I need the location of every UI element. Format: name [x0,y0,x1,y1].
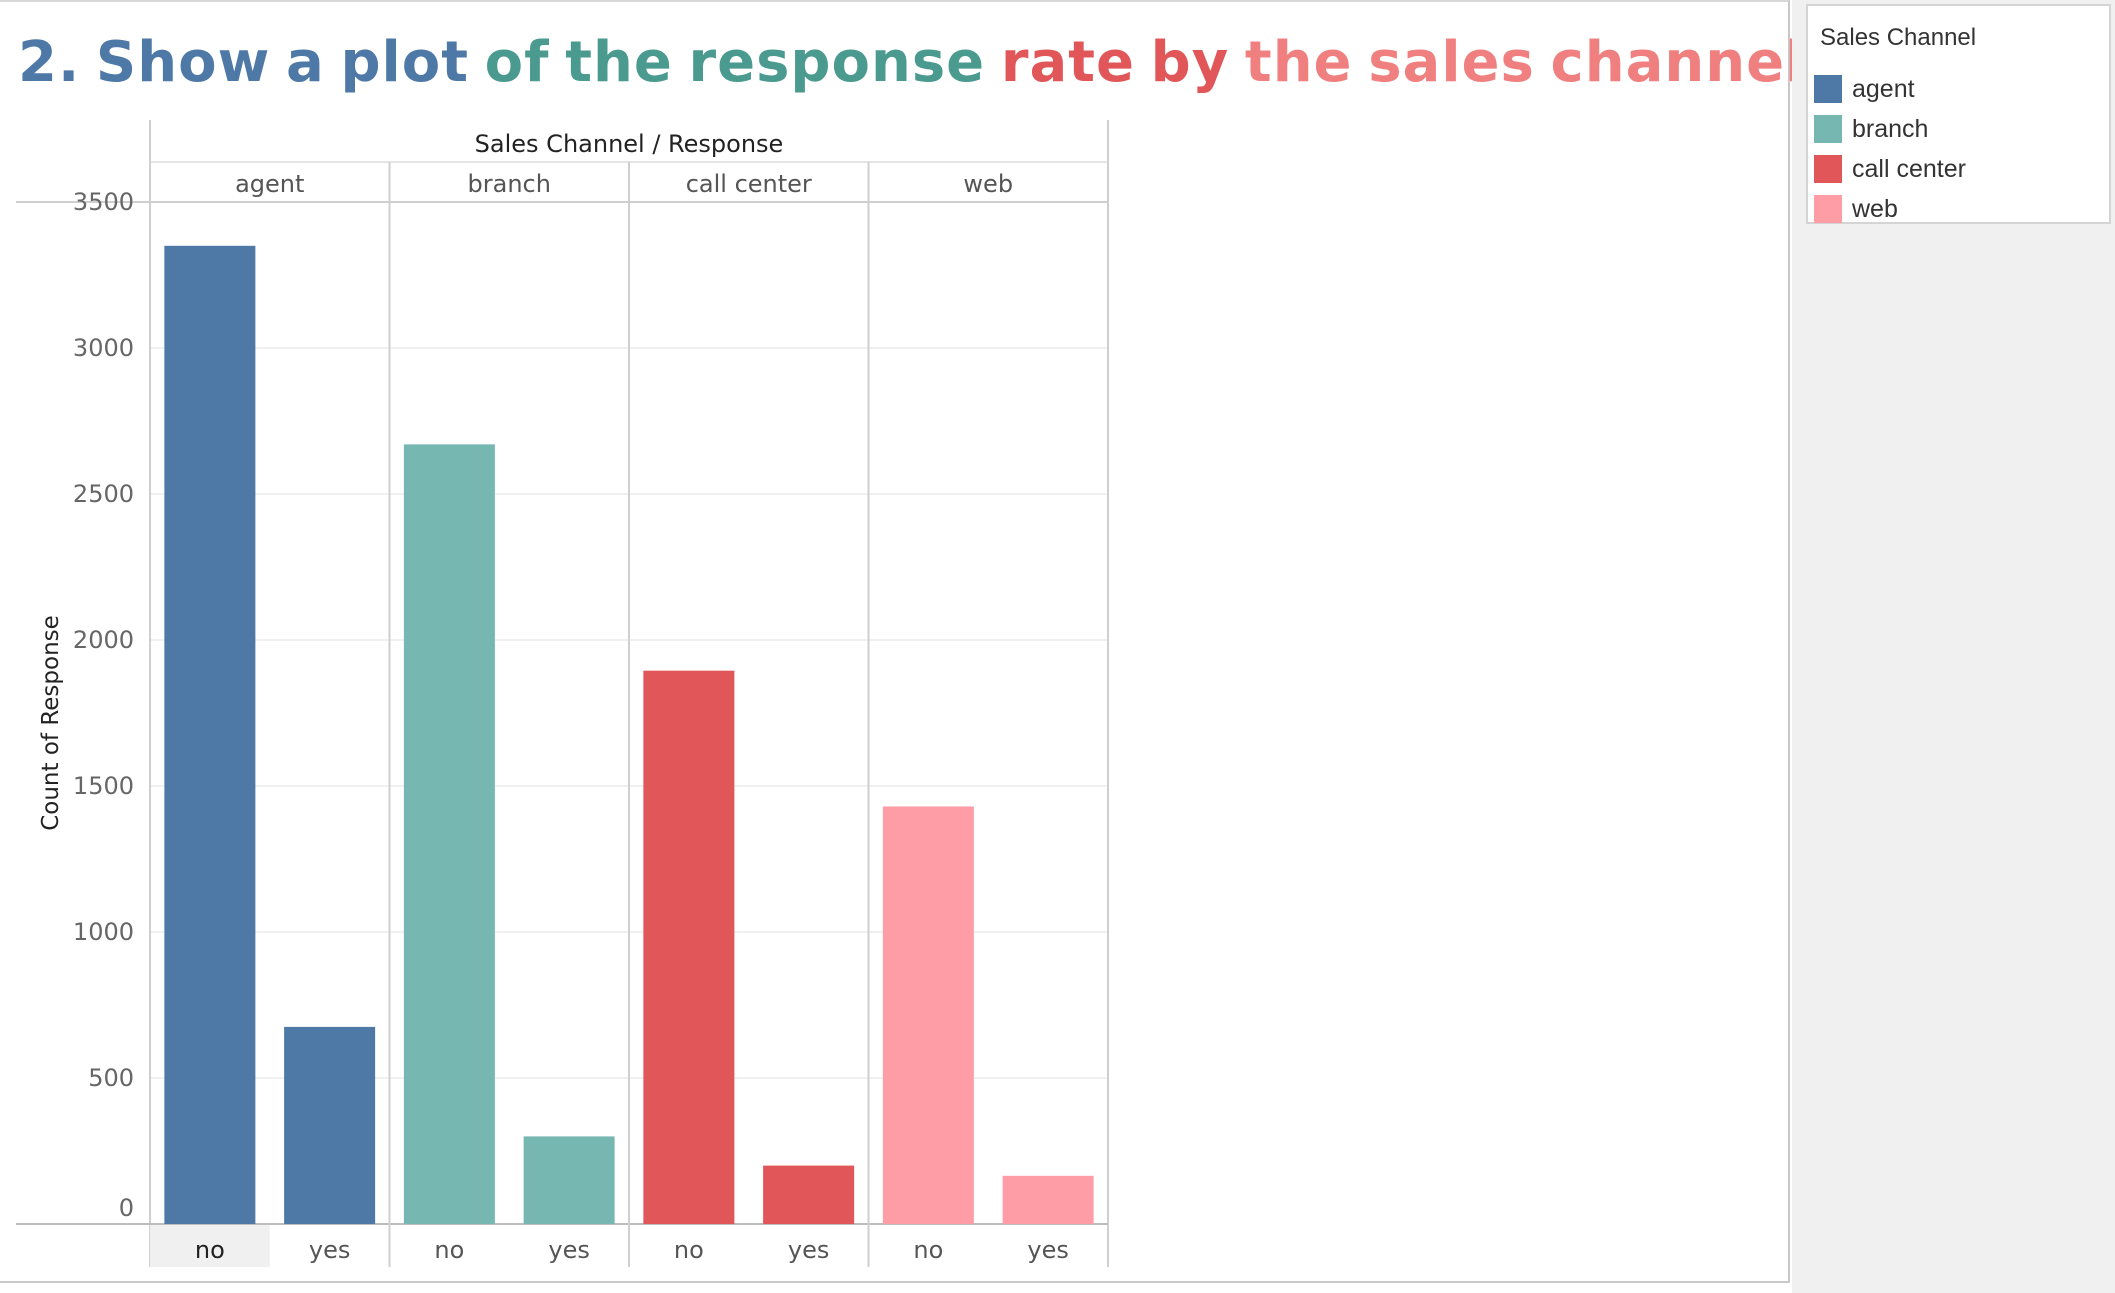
x-tick-label: yes [788,1236,829,1264]
title-word: plot [340,30,469,95]
y-tick-label: 3000 [73,334,134,362]
group-header-branch: branch [468,170,551,198]
legend-swatch [1814,195,1842,223]
legend-item-web[interactable]: web [1814,194,1898,224]
legend-swatch [1814,75,1842,103]
y-tick-label: 1500 [73,772,134,800]
y-tick-label: 0 [119,1194,134,1222]
bar-call-center-no [643,670,735,1224]
x-tick-label: yes [548,1236,589,1264]
bar-branch-no [403,444,495,1224]
title-word: by [1150,30,1230,95]
y-tick-label: 1000 [73,918,134,946]
x-tick-label: no [674,1236,704,1264]
title-word: the [565,30,673,95]
legend-label: agent [1852,74,1915,103]
legend-swatch [1814,115,1842,143]
bar-web-no [882,806,974,1224]
y-tick-label: 3500 [73,188,134,216]
y-axis-label: Count of Response [38,615,64,831]
title-word: rate [1000,30,1135,95]
x-tick-label: yes [309,1236,350,1264]
bar-branch-yes [523,1136,615,1224]
group-header-call-center: call center [686,170,812,198]
x-tick-label: no [434,1236,464,1264]
legend-title: Sales Channel [1820,24,1977,51]
legend-item-agent[interactable]: agent [1814,74,1915,104]
y-tick-label: 2000 [73,626,134,654]
title-word: the [1244,30,1353,95]
column-header: Sales Channel / Response [475,130,784,158]
y-tick-label: 2500 [73,480,134,508]
group-header-web: web [963,170,1013,198]
bar-call-center-yes [763,1165,855,1224]
sales-channel-legend[interactable]: Sales Channel agent branch call center web [1806,4,2111,224]
title-word: Show [95,30,271,95]
tick-highlight [150,1225,270,1267]
legend-item-call-center[interactable]: call center [1814,154,1966,184]
legend-label: branch [1852,114,1929,143]
title-word: channel. [1550,30,1828,95]
sheet-title: 2. Show a plot of the response rate by the sales ch… [18,30,1843,95]
title-word: response [688,30,986,95]
x-tick-label: yes [1027,1236,1068,1264]
x-tick-label: no [195,1236,225,1264]
title-word: of [484,30,550,95]
title-word: 2. [18,30,81,95]
legend-label: web [1852,194,1898,223]
response-bar-chart: Sales Channel / Response Count of Respons… [16,120,1109,1267]
group-header-agent: agent [235,170,304,198]
dashboard-sheet: 2. Show a plot of the response rate by the sales ch… [0,0,1827,1283]
title-word: sales [1368,30,1535,95]
title-word: a [286,30,325,95]
legend-item-branch[interactable]: branch [1814,114,1928,144]
y-tick-label: 500 [88,1064,134,1092]
bar-agent-no [164,245,256,1225]
legend-swatch [1814,155,1842,183]
bar-agent-yes [284,1026,376,1224]
bar-web-yes [1002,1175,1094,1224]
x-tick-label: no [913,1236,943,1264]
legend-label: call center [1852,154,1966,183]
